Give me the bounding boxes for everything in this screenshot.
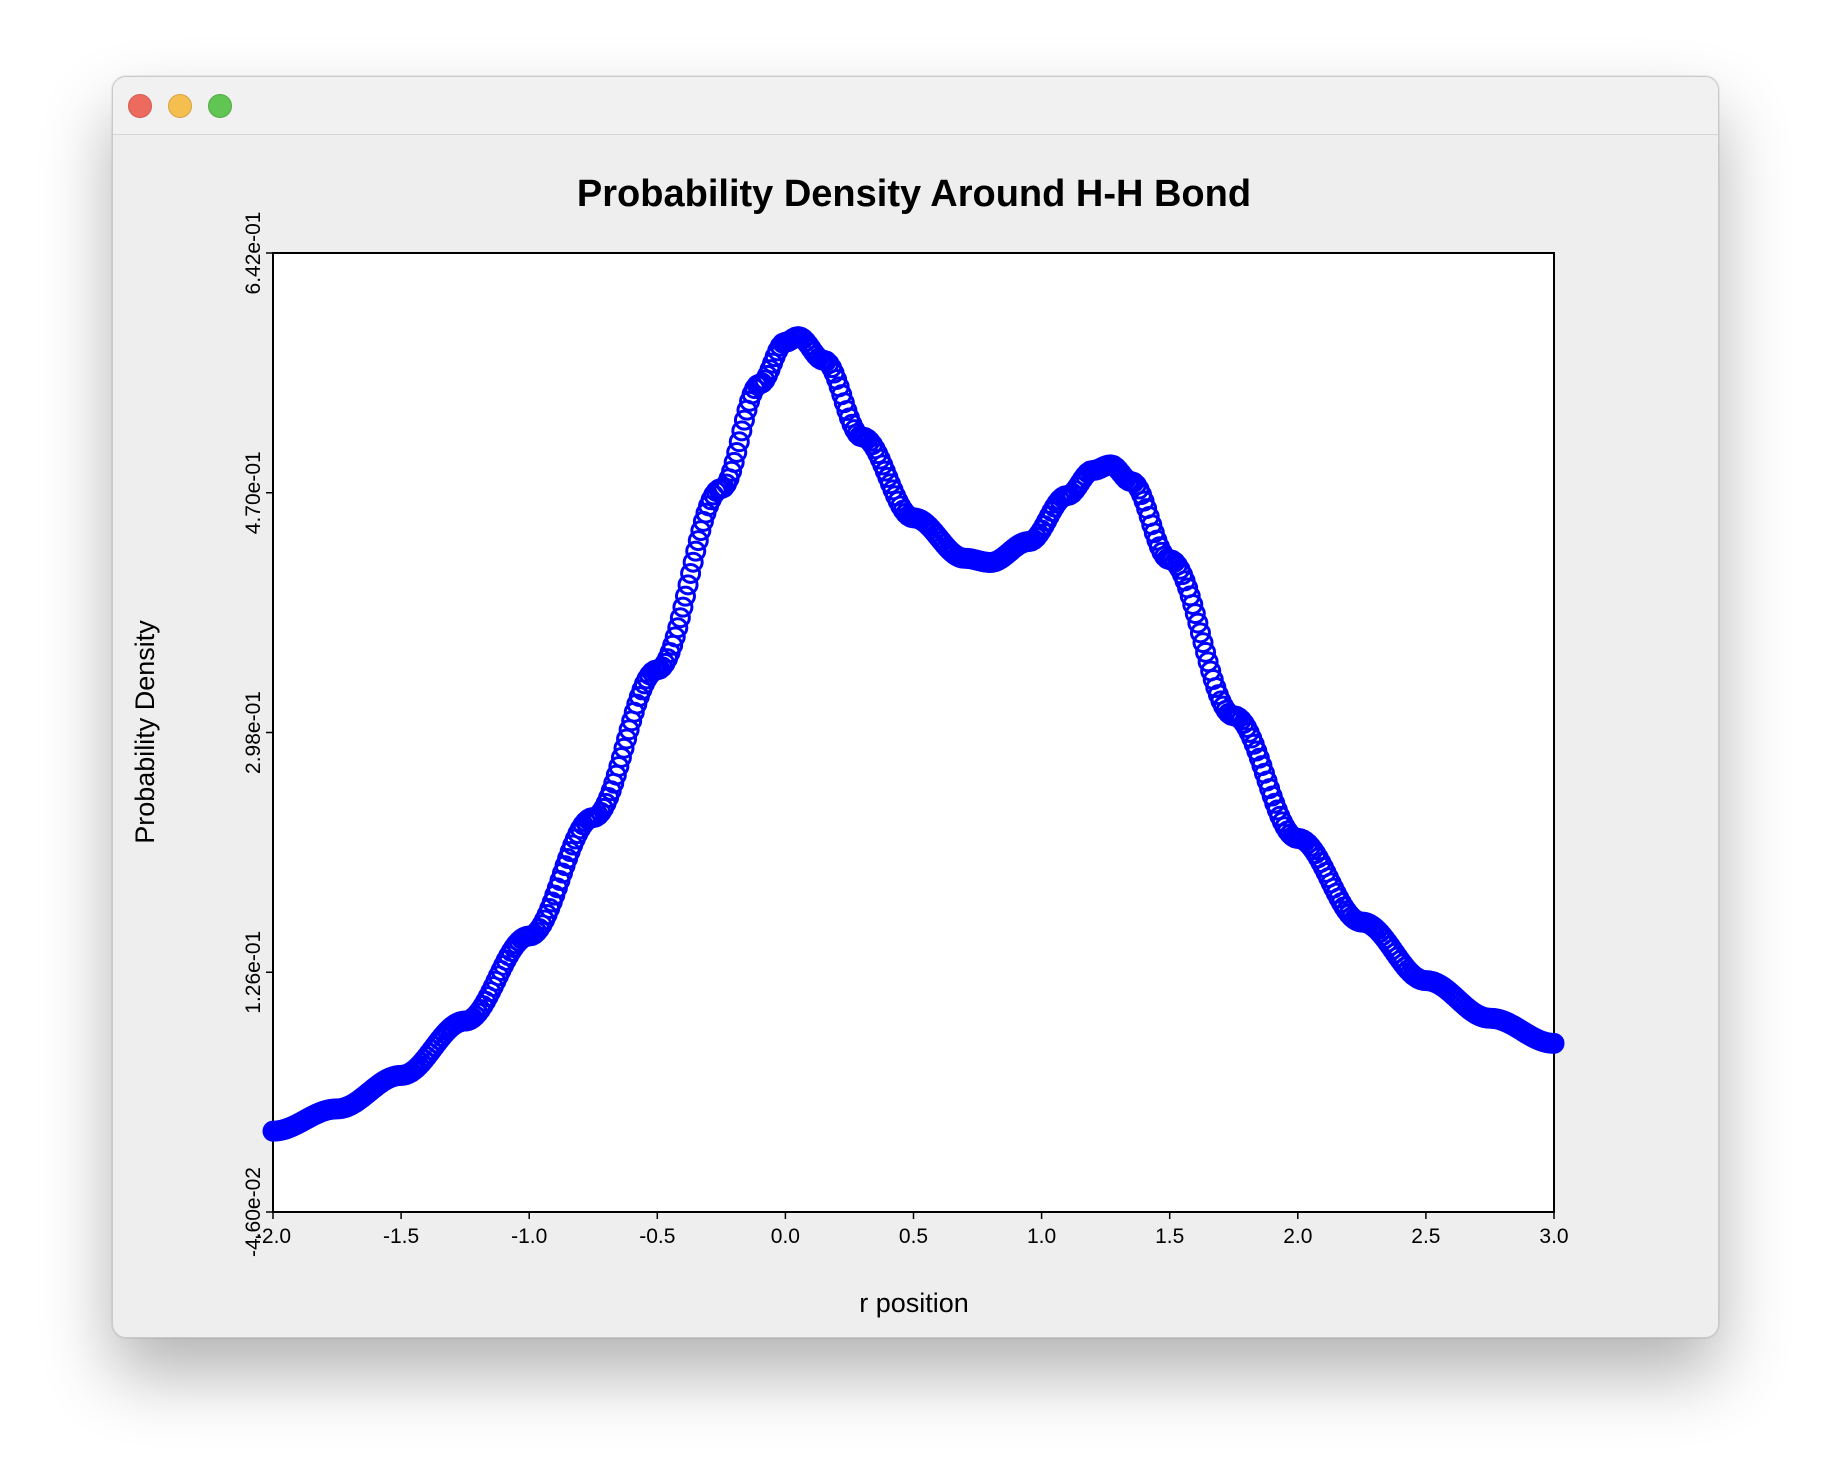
- y-tick-label: 6.42e-01: [242, 212, 265, 295]
- data-point: [733, 409, 755, 431]
- data-point: [1189, 622, 1211, 644]
- x-axis-label: r position: [859, 1288, 969, 1318]
- chart-title: Probability Density Around H-H Bond: [577, 173, 1251, 215]
- data-point: [616, 728, 638, 750]
- data-point: [723, 451, 745, 473]
- title-bar: [113, 77, 1718, 135]
- data-point: [685, 540, 707, 562]
- data-point: [1192, 632, 1214, 654]
- data-point: [674, 585, 696, 607]
- x-tick-label: 2.5: [1411, 1225, 1440, 1248]
- data-point: [672, 596, 694, 618]
- x-tick-label: 1.0: [1027, 1225, 1056, 1248]
- x-tick-label: -1.5: [383, 1225, 419, 1248]
- data-point: [667, 617, 689, 639]
- plot-area: [272, 252, 1555, 1213]
- x-tick-label: -1.0: [511, 1225, 547, 1248]
- data-point: [608, 755, 630, 777]
- data-point: [728, 431, 750, 453]
- x-tick-label: 1.5: [1155, 1225, 1184, 1248]
- data-point: [1543, 1032, 1565, 1054]
- y-tick-label: 1.26e-01: [242, 931, 265, 1014]
- data-point: [682, 551, 704, 573]
- data-point: [680, 562, 702, 584]
- x-tick-label: -0.5: [639, 1225, 675, 1248]
- data-point: [1187, 612, 1209, 634]
- data-point: [726, 441, 748, 463]
- data-point: [677, 574, 699, 596]
- chart-area: Probability Density Around H-H Bond -2.0…: [113, 135, 1718, 1337]
- zoom-button[interactable]: [208, 94, 232, 118]
- data-point: [669, 607, 691, 629]
- y-axis: -4.60e-02 1.26e-01 2.98e-01 4.70e-01 6.42e-0…: [242, 212, 273, 1257]
- data-point: [1182, 593, 1204, 615]
- x-axis: -2.0 -1.5 -1.0 -0.5 0.0 0.5 1.0 1.5 2.0 2.5 3.0: [255, 1212, 1569, 1248]
- x-tick-label: 0.0: [771, 1225, 800, 1248]
- data-point: [610, 746, 632, 768]
- probability-density-chart: Probability Density Around H-H Bond -2.0…: [130, 173, 1569, 1318]
- data-point: [687, 530, 709, 552]
- x-tick-label: 2.0: [1283, 1225, 1312, 1248]
- data-point: [1184, 603, 1206, 625]
- close-button[interactable]: [128, 94, 152, 118]
- app-window: Probability Density Around H-H Bond -2.0…: [112, 76, 1719, 1338]
- data-point: [721, 460, 743, 482]
- data-point: [664, 626, 686, 648]
- data-point: [1195, 641, 1217, 663]
- x-tick-label: -2.0: [255, 1225, 291, 1248]
- minimize-button[interactable]: [168, 94, 192, 118]
- y-tick-label: -4.60e-02: [242, 1167, 265, 1257]
- y-axis-label: Probability Density: [130, 620, 160, 844]
- data-point: [731, 420, 753, 442]
- data-point: [613, 737, 635, 759]
- x-tick-label: 0.5: [899, 1225, 928, 1248]
- y-tick-label: 4.70e-01: [242, 451, 265, 534]
- y-tick-label: 2.98e-01: [242, 691, 265, 774]
- x-tick-label: 3.0: [1539, 1225, 1568, 1248]
- data-points: [262, 326, 1565, 1142]
